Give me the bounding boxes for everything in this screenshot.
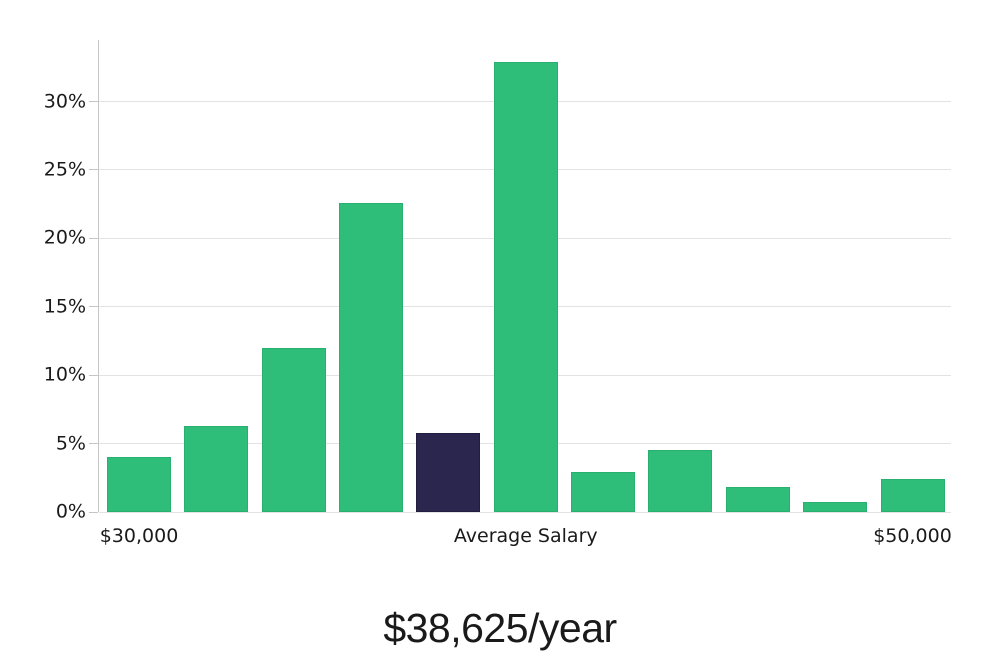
histogram-bar — [648, 450, 713, 512]
y-axis-tick-mark — [89, 306, 98, 308]
x-axis-tick-label: $30,000 — [99, 525, 179, 547]
y-axis-tick-label: 5% — [55, 432, 86, 455]
y-axis-tick-mark — [89, 374, 98, 376]
histogram-bar — [571, 472, 636, 512]
y-axis-tick-mark — [89, 511, 98, 513]
y-axis-tick-label: 0% — [55, 500, 86, 523]
average-salary-title: $38,625/year — [383, 605, 617, 651]
histogram-bar — [339, 202, 404, 512]
histogram-bar — [493, 61, 558, 512]
y-axis-tick-mark — [89, 101, 98, 103]
x-axis-tick-label: Average Salary — [453, 525, 598, 547]
y-axis-tick-label: 20% — [43, 226, 86, 249]
y-axis-tick-label: 25% — [43, 158, 86, 181]
histogram-bar — [261, 347, 326, 512]
x-axis-tick-label: $50,000 — [873, 525, 952, 547]
y-axis-tick-label: 15% — [43, 295, 86, 318]
histogram-bar — [107, 457, 171, 512]
y-axis-tick-mark — [89, 237, 98, 239]
y-axis-tick-label: 30% — [43, 90, 86, 113]
plot-area: 0% 5% 10% 15% 20% 25% 30% $30,000 Average Salary… — [44, 40, 952, 546]
histogram-bar — [803, 502, 868, 512]
histogram-bar-highlighted — [416, 432, 481, 512]
histogram-bar — [725, 487, 790, 512]
histogram-bar — [184, 425, 249, 512]
y-axis-tick-mark — [89, 169, 98, 171]
y-axis-tick-label: 10% — [43, 363, 86, 386]
histogram-bar — [880, 479, 945, 512]
gridline — [99, 511, 951, 513]
y-axis-tick-mark — [89, 443, 98, 445]
